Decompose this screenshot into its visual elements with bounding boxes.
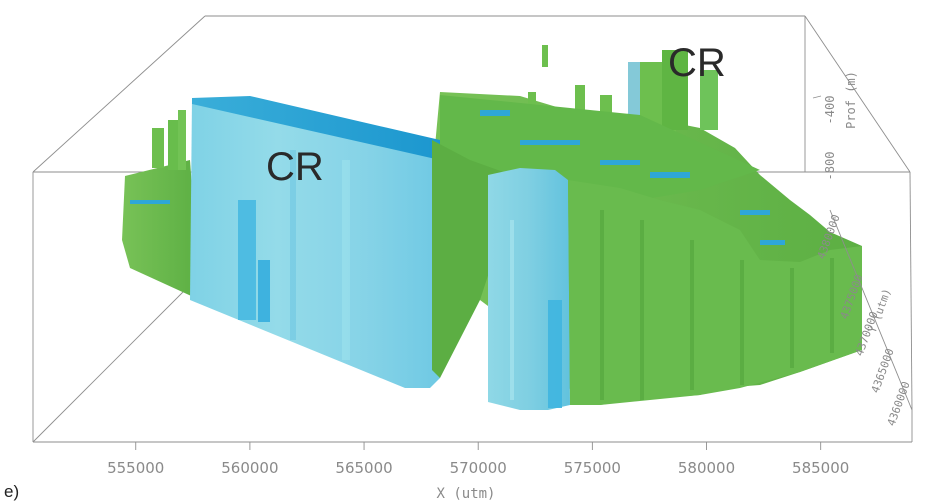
x-tick-label: 580000 bbox=[678, 459, 735, 477]
bounding-box-front bbox=[909, 171, 913, 411]
annotation-cr-right: CR bbox=[668, 41, 726, 85]
z-tick-label: -800 bbox=[823, 152, 837, 181]
block-model-surface bbox=[122, 45, 862, 410]
annotation-cr-left: CR bbox=[266, 145, 324, 189]
x-tick-label: 585000 bbox=[792, 459, 849, 477]
x-tick-label: 555000 bbox=[107, 459, 164, 477]
z-tick-label: -400 bbox=[823, 96, 837, 125]
z-axis: -400 -800 Prof (m) bbox=[812, 71, 858, 181]
x-axis: 555000 560000 565000 570000 575000 580000 5850… bbox=[107, 442, 849, 477]
z-axis-label: Prof (m) bbox=[844, 71, 858, 129]
y-tick-label: 4365000 bbox=[869, 347, 897, 395]
x-tick-label: 575000 bbox=[564, 459, 621, 477]
x-tick-label: 570000 bbox=[450, 459, 507, 477]
x-tick-label: 560000 bbox=[221, 459, 278, 477]
y-tick-label: 4360000 bbox=[885, 380, 913, 428]
panel-label: e) bbox=[4, 482, 19, 501]
x-tick-label: 565000 bbox=[335, 459, 392, 477]
x-axis-label: X (utm) bbox=[436, 486, 495, 502]
